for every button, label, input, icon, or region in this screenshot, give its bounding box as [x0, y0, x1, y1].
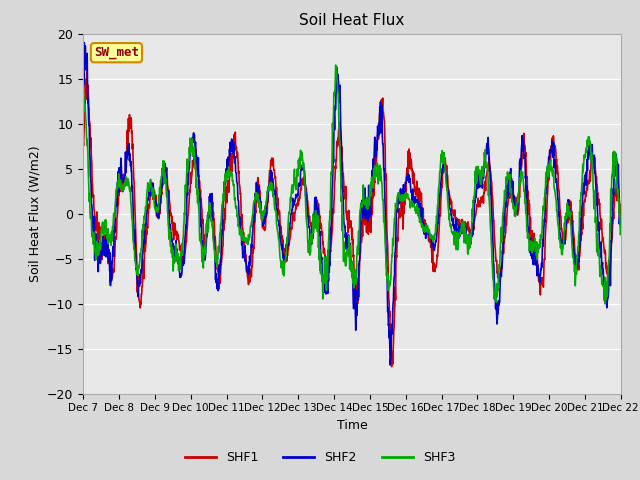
Title: Soil Heat Flux: Soil Heat Flux [300, 13, 404, 28]
SHF3 [617, 229, 625, 235]
SHF2 [319, 275, 326, 281]
SHF1 [143, 223, 151, 228]
X-axis label: Time: Time [337, 419, 367, 432]
Line: SHF1: SHF1 [83, 70, 621, 367]
SHF3 [328, 156, 336, 161]
SHF2 [328, 182, 336, 188]
SHF1 [388, 364, 396, 370]
Line: SHF2: SHF2 [83, 43, 621, 365]
SHF1 [83, 67, 91, 73]
SHF1 [319, 241, 326, 247]
SHF2 [387, 362, 394, 368]
SHF3 [307, 237, 315, 243]
SHF3 [143, 195, 150, 201]
Y-axis label: Soil Heat Flux (W/m2): Soil Heat Flux (W/m2) [29, 145, 42, 282]
SHF3 [601, 301, 609, 307]
Legend: SHF1, SHF2, SHF3: SHF1, SHF2, SHF3 [180, 446, 460, 469]
SHF3 [332, 62, 340, 68]
SHF1 [617, 224, 625, 229]
SHF1 [308, 221, 316, 227]
Line: SHF3: SHF3 [83, 65, 621, 304]
SHF3 [386, 284, 394, 289]
SHF1 [122, 180, 129, 186]
SHF1 [328, 223, 336, 229]
SHF2 [81, 40, 88, 46]
SHF3 [319, 273, 326, 278]
SHF2 [79, 84, 87, 89]
SHF3 [121, 179, 129, 185]
SHF2 [122, 172, 129, 178]
SHF3 [79, 86, 87, 92]
SHF2 [386, 328, 394, 334]
SHF1 [79, 139, 87, 144]
SHF2 [143, 209, 151, 215]
Text: SW_met: SW_met [94, 46, 139, 59]
SHF1 [386, 313, 394, 319]
SHF2 [617, 229, 625, 235]
SHF2 [308, 241, 316, 247]
